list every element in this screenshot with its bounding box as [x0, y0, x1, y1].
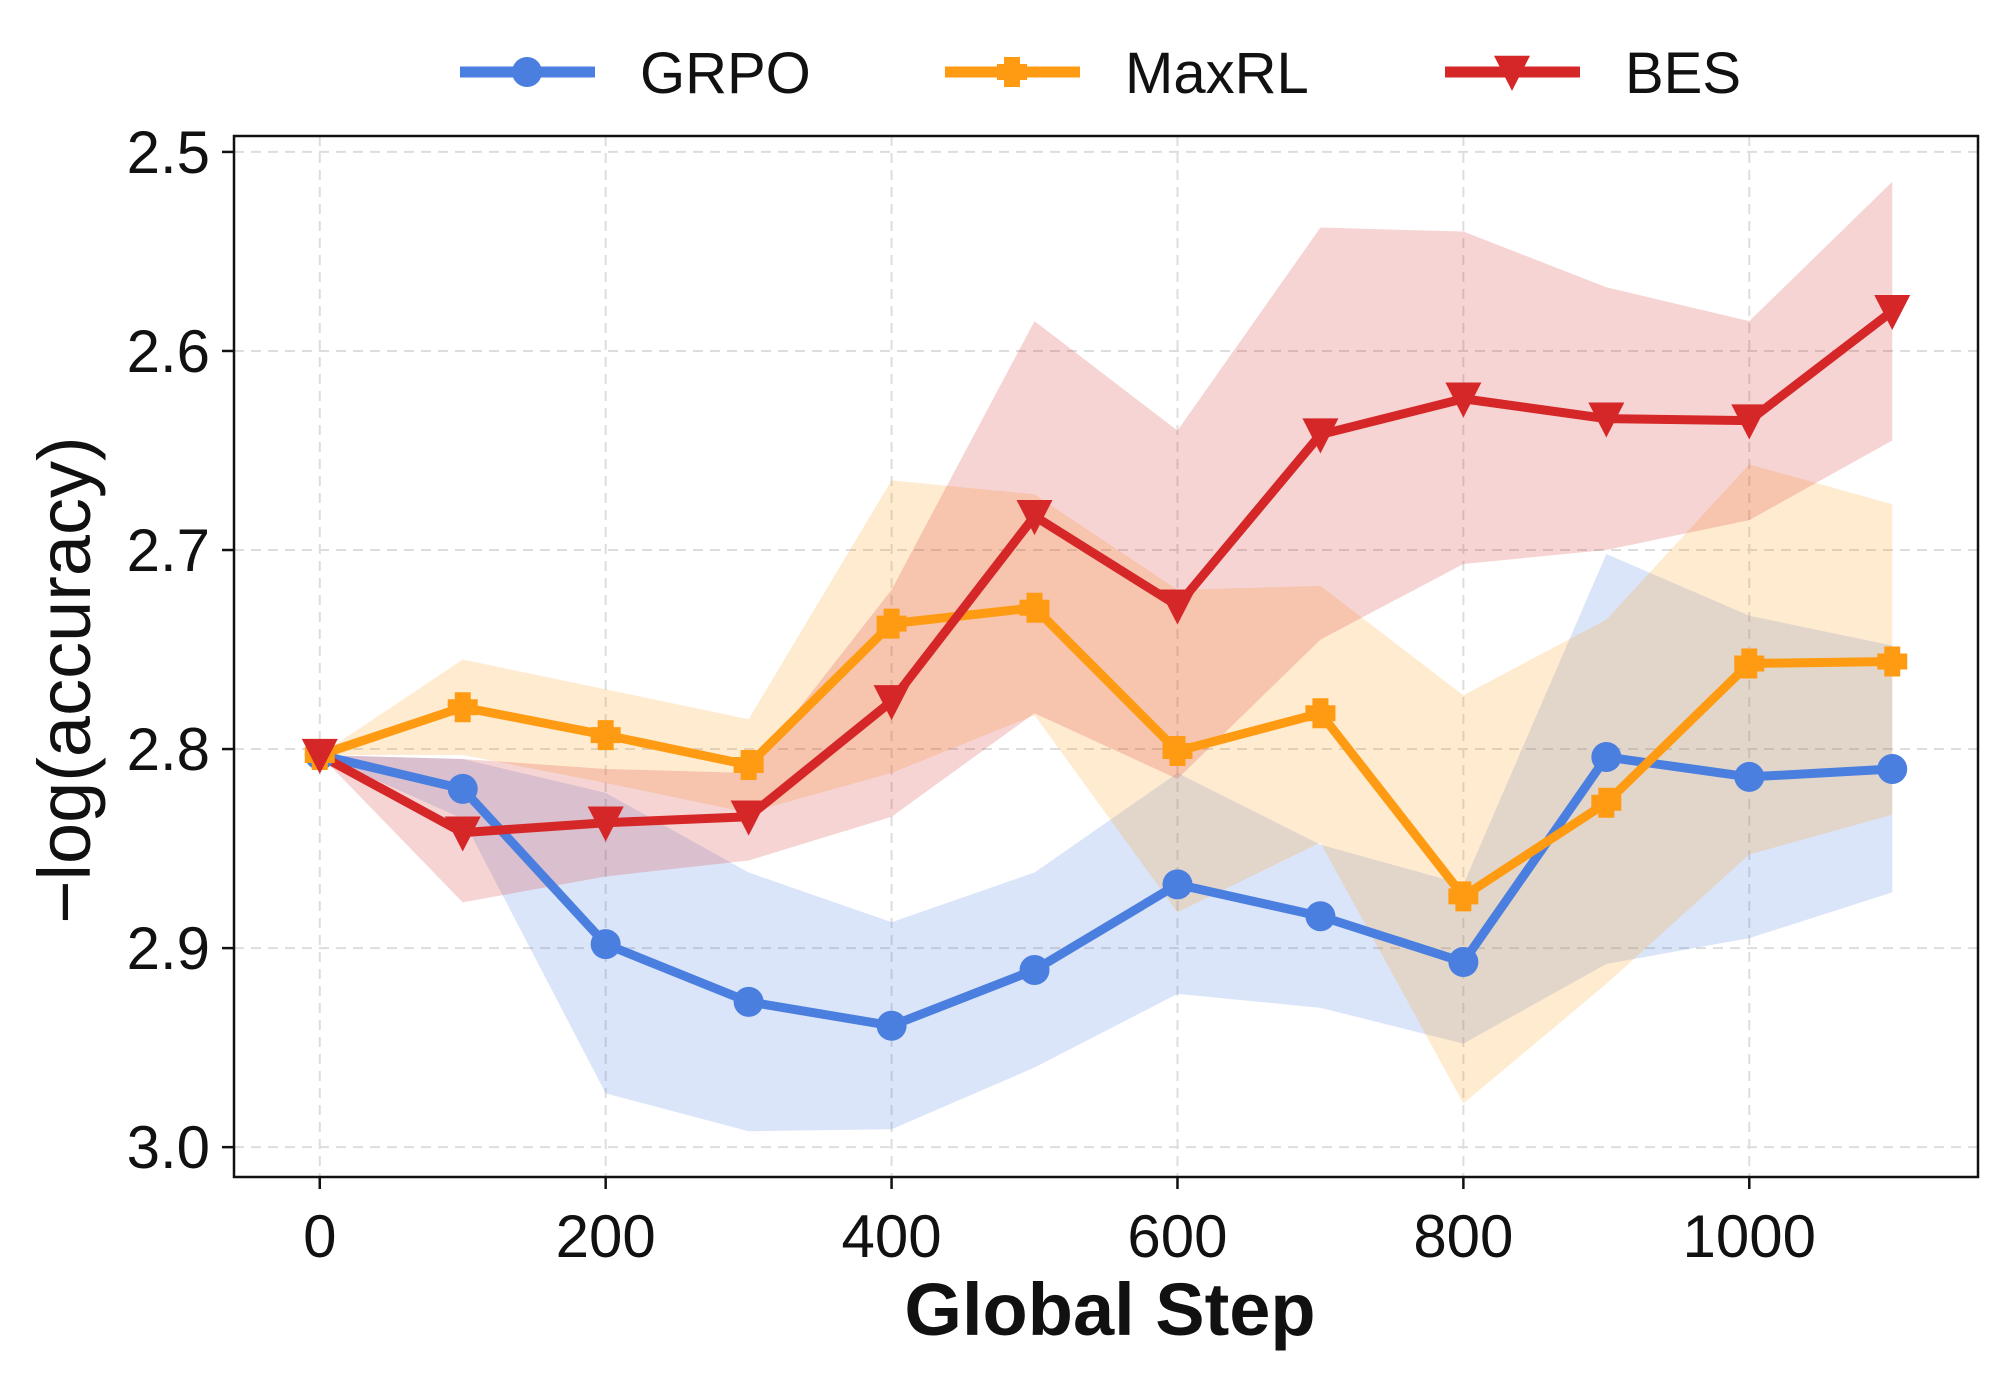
- data-point-maxrl: [447, 692, 478, 723]
- data-point-maxrl: [1162, 736, 1193, 767]
- legend-label-maxrl: MaxRL: [1125, 41, 1309, 106]
- data-point-bes: [873, 685, 910, 721]
- data-point-maxrl: [1448, 881, 1479, 912]
- x-tick-label: 1000: [1683, 1203, 1816, 1270]
- grid-lines: [234, 136, 1978, 1177]
- series-line-maxrl: [315, 603, 1897, 901]
- y-axis: 2.5 2.6 2.7 2.8 2.9 3.0: [127, 119, 234, 1181]
- confidence-bands: [319, 181, 1893, 1132]
- data-point-grpo: [447, 773, 478, 804]
- data-point-grpo: [1591, 742, 1622, 773]
- x-axis: 0 200 400 600 800 1000: [303, 1177, 1816, 1270]
- data-point-bes: [1016, 499, 1053, 536]
- y-tick-label: 2.8: [127, 716, 210, 783]
- data-point-bes: [1874, 294, 1911, 331]
- data-point-grpo: [876, 1010, 907, 1041]
- legend-label-bes: BES: [1625, 41, 1741, 106]
- data-point-bes: [1445, 382, 1482, 418]
- data-point-grpo: [1305, 901, 1336, 932]
- data-point-maxrl: [590, 720, 621, 751]
- data-point-maxrl: [733, 749, 764, 780]
- data-point-grpo: [1734, 761, 1765, 792]
- data-point-maxrl: [1305, 698, 1336, 729]
- data-point-grpo: [590, 929, 621, 960]
- legend-marker-maxrl: [997, 57, 1027, 87]
- data-point-bes: [301, 738, 338, 774]
- x-tick-label: 800: [1413, 1203, 1513, 1270]
- series-line-bes: [315, 306, 1897, 838]
- series-line-grpo: [315, 750, 1897, 1031]
- data-point-bes: [1588, 402, 1625, 438]
- data-point-maxrl: [1019, 592, 1050, 623]
- legend: GRPO MaxRL BES: [460, 41, 1741, 106]
- data-point-bes: [1731, 404, 1768, 440]
- data-point-grpo: [1877, 753, 1908, 784]
- y-tick-label: 2.6: [127, 318, 210, 385]
- data-point-grpo: [1448, 947, 1479, 978]
- y-axis-title: −log(accuracy): [23, 436, 106, 923]
- series-markers: [301, 294, 1911, 1041]
- y-tick-label: 2.5: [127, 119, 210, 186]
- x-tick-label: 0: [303, 1203, 336, 1270]
- data-point-maxrl: [1877, 646, 1908, 677]
- y-tick-label: 3.0: [127, 1114, 210, 1181]
- confidence-band-bes: [319, 181, 1893, 903]
- data-point-grpo: [1162, 869, 1193, 900]
- data-point-grpo: [733, 986, 764, 1017]
- y-tick-label: 2.7: [127, 517, 210, 584]
- data-point-bes: [1159, 589, 1196, 625]
- data-point-maxrl: [1591, 787, 1622, 818]
- data-point-maxrl: [876, 608, 907, 639]
- data-point-grpo: [1019, 954, 1050, 985]
- data-point-bes: [1302, 418, 1339, 454]
- legend-marker-bes: [1494, 55, 1530, 91]
- data-point-bes: [587, 806, 624, 842]
- data-point-bes: [444, 816, 481, 852]
- confidence-band-maxrl: [319, 464, 1893, 1104]
- x-tick-label: 200: [556, 1203, 656, 1270]
- x-tick-label: 600: [1127, 1203, 1227, 1270]
- plot-frame: [232, 134, 1980, 1179]
- x-axis-title: Global Step: [904, 1268, 1315, 1351]
- x-tick-label: 400: [842, 1203, 942, 1270]
- legend-label-grpo: GRPO: [640, 41, 811, 106]
- data-point-bes: [730, 800, 767, 836]
- series-lines: [315, 306, 1897, 1031]
- legend-marker-grpo: [512, 57, 542, 87]
- data-point-maxrl: [1734, 648, 1765, 679]
- y-tick-label: 2.9: [127, 915, 210, 982]
